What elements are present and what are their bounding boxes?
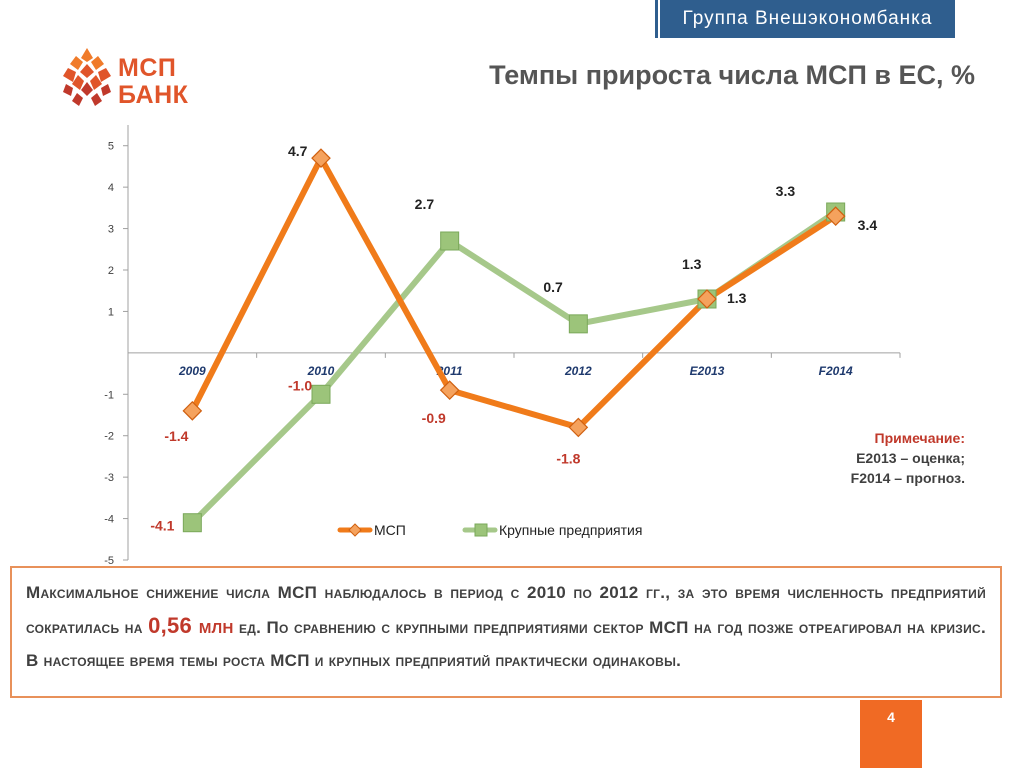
y-tick-label: -1 (104, 389, 114, 401)
legend-label: МСП (374, 522, 406, 538)
data-label-large-enterprises: -4.1 (150, 518, 174, 534)
logo-text-line2: БАНК (118, 81, 189, 109)
msp-point (568, 417, 589, 438)
legend-marker (474, 523, 488, 537)
large-enterprises-point (440, 231, 460, 251)
chart-legend: МСП Крупные предприятия (337, 522, 642, 538)
bank-logo (58, 46, 208, 112)
data-label-large-enterprises: 0.7 (543, 279, 563, 295)
data-label-large-enterprises: 1.3 (727, 290, 747, 306)
banner-divider (655, 0, 658, 38)
data-labels: -1.4 4.7 -0.9 -1.8 1.3 3.3 -4.1 -1.0 2.7 0.7 1.3 3.… (150, 143, 877, 534)
y-tick-label: 3 (108, 224, 114, 236)
y-tick-label: 1 (108, 306, 114, 318)
data-label-msp: -1.8 (556, 450, 580, 466)
y-tick-label: -4 (104, 514, 114, 526)
page-title: Темпы прироста числа МСП в ЕС, % (489, 60, 975, 90)
x-axis: 2009 2010 2011 2012 E2013 F2014 (127, 352, 901, 378)
summary-text-part2: ед. По сравнению с крупными предприятиям… (26, 618, 986, 670)
summary-highlight: 0,56 млн (148, 613, 234, 638)
x-tick-label: 2010 (307, 364, 335, 378)
note-line-1: E2013 – оценка; (856, 450, 965, 466)
note-title: Примечание: (874, 430, 965, 446)
x-tick-label: 2009 (178, 364, 206, 378)
page-number: 4 (860, 700, 922, 768)
series-line-large-enterprises (189, 209, 839, 526)
data-label-msp: -0.9 (422, 410, 446, 426)
msp-point (439, 380, 460, 400)
data-label-large-enterprises: 2.7 (415, 196, 435, 212)
y-tick-label: 4 (108, 182, 114, 194)
msp-point (182, 401, 203, 421)
pinecone-logo-icon (63, 48, 111, 106)
data-label-large-enterprises: -1.0 (288, 377, 312, 393)
legend-marker (348, 523, 362, 537)
y-axis: 5 4 3 2 1 -1 -2 -3 -4 -5 (104, 125, 129, 567)
large-enterprises-point (311, 384, 331, 404)
large-enterprises-point (182, 513, 202, 533)
x-tick-label: 2012 (564, 364, 592, 378)
y-tick-label: -5 (104, 555, 114, 567)
y-tick-label: 5 (108, 141, 114, 153)
msp-point (311, 148, 331, 168)
data-label-msp: -1.4 (164, 428, 188, 444)
note-line-2: F2014 – прогноз. (850, 470, 965, 486)
legend-label: Крупные предприятия (499, 522, 642, 538)
y-tick-label: 2 (108, 265, 114, 277)
series-layer (182, 148, 846, 533)
data-label-large-enterprises: 3.4 (858, 217, 878, 233)
y-tick-label: -3 (104, 472, 114, 484)
data-label-msp: 1.3 (682, 256, 702, 272)
large-enterprises-point (568, 314, 588, 334)
data-label-msp: 3.3 (776, 183, 796, 199)
summary-text-box: Максимальное снижение числа МСП наблюдал… (10, 566, 1002, 698)
x-tick-label: F2014 (819, 364, 853, 378)
logo-text-line1: МСП (118, 54, 177, 82)
y-tick-label: -2 (104, 431, 114, 443)
chart-note: Примечание: E2013 – оценка; F2014 – прог… (780, 428, 965, 488)
summary-text-part1: Максимальное снижение числа МСП наблюдал… (26, 583, 986, 637)
x-tick-label: E2013 (690, 364, 725, 378)
msp-point (825, 206, 846, 226)
msp-point (697, 289, 717, 309)
data-label-msp: 4.7 (288, 143, 308, 159)
series-line-msp (189, 155, 839, 431)
group-banner: Группа Внешэкономбанка (660, 0, 955, 38)
